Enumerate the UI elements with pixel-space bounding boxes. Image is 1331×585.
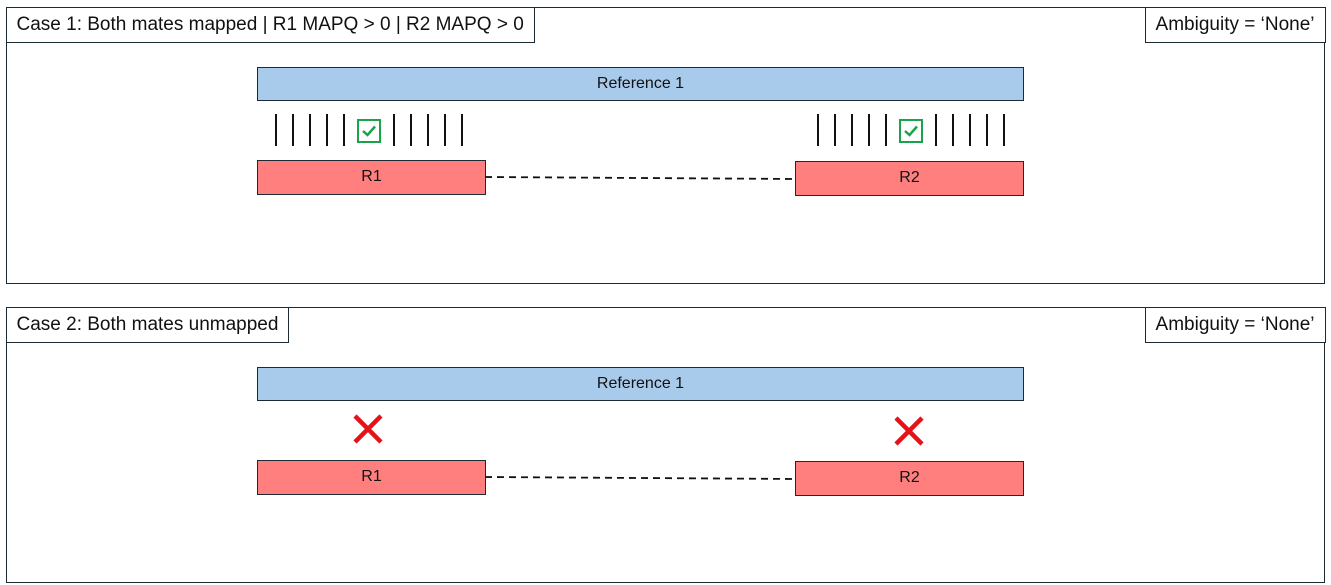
alignment-tick (444, 114, 446, 146)
check-icon (899, 119, 923, 143)
alignment-tick (326, 114, 328, 146)
case2-title: Case 2: Both mates unmapped (5, 306, 290, 343)
case1-ambiguity-label: Ambiguity = ‘None’ (1144, 6, 1326, 43)
case2-ambiguity-label: Ambiguity = ‘None’ (1144, 306, 1326, 343)
case1-panel: Case 1: Both mates mapped | R1 MAPQ > 0 … (5, 6, 1326, 284)
alignment-tick (969, 114, 971, 146)
case1-read2: R2 (795, 161, 1024, 196)
case2-mate-link (485, 476, 797, 480)
cross-icon (894, 416, 924, 446)
alignment-tick (885, 114, 887, 146)
case1-mate-link (485, 176, 797, 180)
case2-panel: Case 2: Both mates unmapped Ambiguity = … (5, 306, 1326, 583)
alignment-tick (292, 114, 294, 146)
alignment-tick (461, 114, 463, 146)
alignment-tick (952, 114, 954, 146)
alignment-tick (935, 114, 937, 146)
alignment-tick (986, 114, 988, 146)
case1-r2-alignment-ticks (817, 114, 1017, 148)
case2-reference-bar: Reference 1 (257, 367, 1024, 401)
alignment-tick (427, 114, 429, 146)
case2-read2: R2 (795, 461, 1024, 496)
case2-read1: R1 (257, 460, 486, 495)
case1-reference-bar: Reference 1 (257, 67, 1024, 101)
alignment-tick (817, 114, 819, 146)
cross-icon (353, 414, 383, 444)
alignment-tick (834, 114, 836, 146)
case1-title: Case 1: Both mates mapped | R1 MAPQ > 0 … (5, 6, 535, 43)
alignment-tick (1003, 114, 1005, 146)
alignment-tick (275, 114, 277, 146)
case1-read1: R1 (257, 160, 486, 195)
alignment-tick (309, 114, 311, 146)
alignment-tick (851, 114, 853, 146)
check-icon (357, 119, 381, 143)
case1-r1-alignment-ticks (275, 114, 475, 148)
alignment-tick (393, 114, 395, 146)
alignment-tick (868, 114, 870, 146)
alignment-tick (410, 114, 412, 146)
alignment-tick (343, 114, 345, 146)
